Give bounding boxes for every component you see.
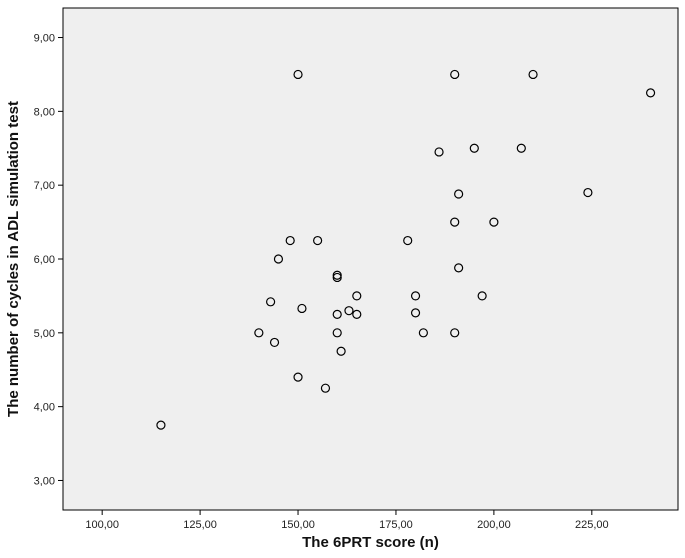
plot-area bbox=[62, 7, 679, 511]
data-point bbox=[336, 346, 346, 356]
data-point bbox=[477, 291, 487, 301]
data-point bbox=[352, 291, 362, 301]
y-axis: 3,00 4,00 5,00 6,00 7,00 8,00 9,00 bbox=[34, 33, 63, 487]
x-axis-title: The 6PRT score (n) bbox=[302, 534, 439, 551]
x-tick-label: 175,00 bbox=[379, 519, 413, 531]
data-point bbox=[332, 272, 342, 283]
y-axis-title: The number of cycles in ADL simulation t… bbox=[5, 101, 22, 417]
data-point bbox=[450, 217, 460, 227]
data-point bbox=[332, 328, 342, 338]
data-point bbox=[528, 69, 538, 80]
data-point bbox=[469, 143, 479, 153]
x-tick-label: 200,00 bbox=[477, 519, 511, 531]
x-tick-label: 125,00 bbox=[183, 519, 217, 531]
data-point bbox=[352, 309, 362, 319]
data-point bbox=[332, 309, 342, 319]
data-point bbox=[450, 69, 460, 80]
y-tick-label: 5,00 bbox=[34, 328, 55, 340]
data-point bbox=[454, 263, 464, 273]
data-point bbox=[583, 187, 593, 198]
data-point bbox=[344, 306, 354, 316]
data-point bbox=[266, 297, 276, 307]
data-points bbox=[156, 69, 656, 430]
y-tick-label: 3,00 bbox=[34, 475, 55, 487]
data-point bbox=[450, 328, 460, 338]
data-point bbox=[434, 147, 444, 157]
data-point bbox=[293, 372, 303, 382]
data-point bbox=[254, 328, 264, 338]
data-point bbox=[297, 303, 307, 314]
x-axis: 100,00 125,00 150,00 175,00 200,00 225,00 bbox=[85, 510, 609, 531]
data-point bbox=[410, 308, 421, 318]
x-tick-label: 150,00 bbox=[281, 519, 315, 531]
data-point bbox=[645, 88, 656, 98]
data-point bbox=[273, 254, 284, 264]
y-tick-label: 8,00 bbox=[34, 106, 55, 118]
data-point bbox=[285, 235, 295, 246]
data-point bbox=[516, 143, 526, 153]
data-point bbox=[156, 420, 166, 430]
data-point bbox=[454, 189, 464, 199]
data-point bbox=[269, 337, 280, 348]
data-point bbox=[410, 291, 421, 301]
y-tick-label: 6,00 bbox=[34, 254, 55, 266]
data-point bbox=[320, 383, 331, 393]
data-point bbox=[403, 235, 413, 246]
data-point bbox=[489, 217, 499, 227]
y-tick-label: 7,00 bbox=[34, 180, 55, 192]
data-point bbox=[418, 328, 428, 338]
data-point bbox=[313, 235, 323, 246]
data-point bbox=[293, 69, 303, 80]
x-tick-label: 100,00 bbox=[85, 519, 119, 531]
y-tick-label: 9,00 bbox=[34, 33, 55, 45]
y-tick-label: 4,00 bbox=[34, 402, 55, 414]
x-tick-label: 225,00 bbox=[575, 519, 609, 531]
